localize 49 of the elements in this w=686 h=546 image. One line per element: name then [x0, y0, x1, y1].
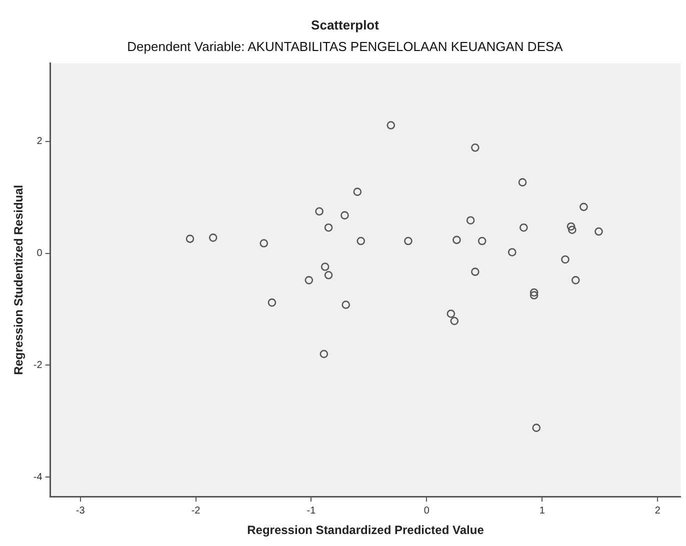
x-tick-label: -3 [76, 505, 86, 516]
point [320, 262, 330, 271]
point [304, 276, 314, 284]
point [260, 239, 268, 248]
point [268, 298, 276, 307]
point [568, 226, 576, 234]
point [471, 143, 480, 152]
point [186, 234, 194, 243]
point [324, 270, 333, 280]
point [594, 227, 603, 236]
y-tick-label: -4 [33, 472, 43, 483]
point [518, 178, 527, 186]
point [315, 207, 324, 216]
point [450, 316, 459, 326]
y-tick-label: 0 [36, 248, 43, 260]
point [471, 268, 480, 276]
point [580, 202, 588, 212]
point [530, 291, 538, 300]
point [532, 424, 541, 432]
x-tick-label: -2 [191, 505, 201, 516]
x-tick-label: 1 [539, 505, 546, 516]
chart-title: Scatterplot [311, 17, 380, 32]
point [386, 121, 396, 130]
point [353, 188, 362, 196]
x-tick-label: 0 [424, 505, 430, 516]
chart-subtitle: Dependent Variable: AKUNTABILITAS PENGELOLAAN KEUANGAN DESA [127, 38, 564, 54]
point [561, 255, 570, 264]
point [446, 310, 456, 318]
point [324, 223, 333, 232]
y-axis-title: Regression Studentized Residual [12, 184, 26, 375]
point [208, 234, 218, 242]
x-axis-title: Regression Standardized Predicted Value [247, 523, 484, 538]
point [508, 248, 516, 256]
y-tick-label: -2 [33, 360, 43, 371]
point [340, 211, 349, 220]
point [478, 236, 486, 246]
point [530, 288, 538, 297]
x-tick-label: -1 [306, 505, 316, 516]
point [571, 276, 580, 284]
point [356, 236, 366, 246]
point [342, 300, 350, 309]
point [520, 223, 528, 232]
y-tick-label: 2 [36, 136, 43, 148]
x-tick-label: 2 [654, 505, 661, 516]
point [320, 350, 328, 358]
point [466, 216, 475, 224]
point [404, 236, 412, 246]
point [452, 236, 461, 244]
point [566, 222, 576, 231]
